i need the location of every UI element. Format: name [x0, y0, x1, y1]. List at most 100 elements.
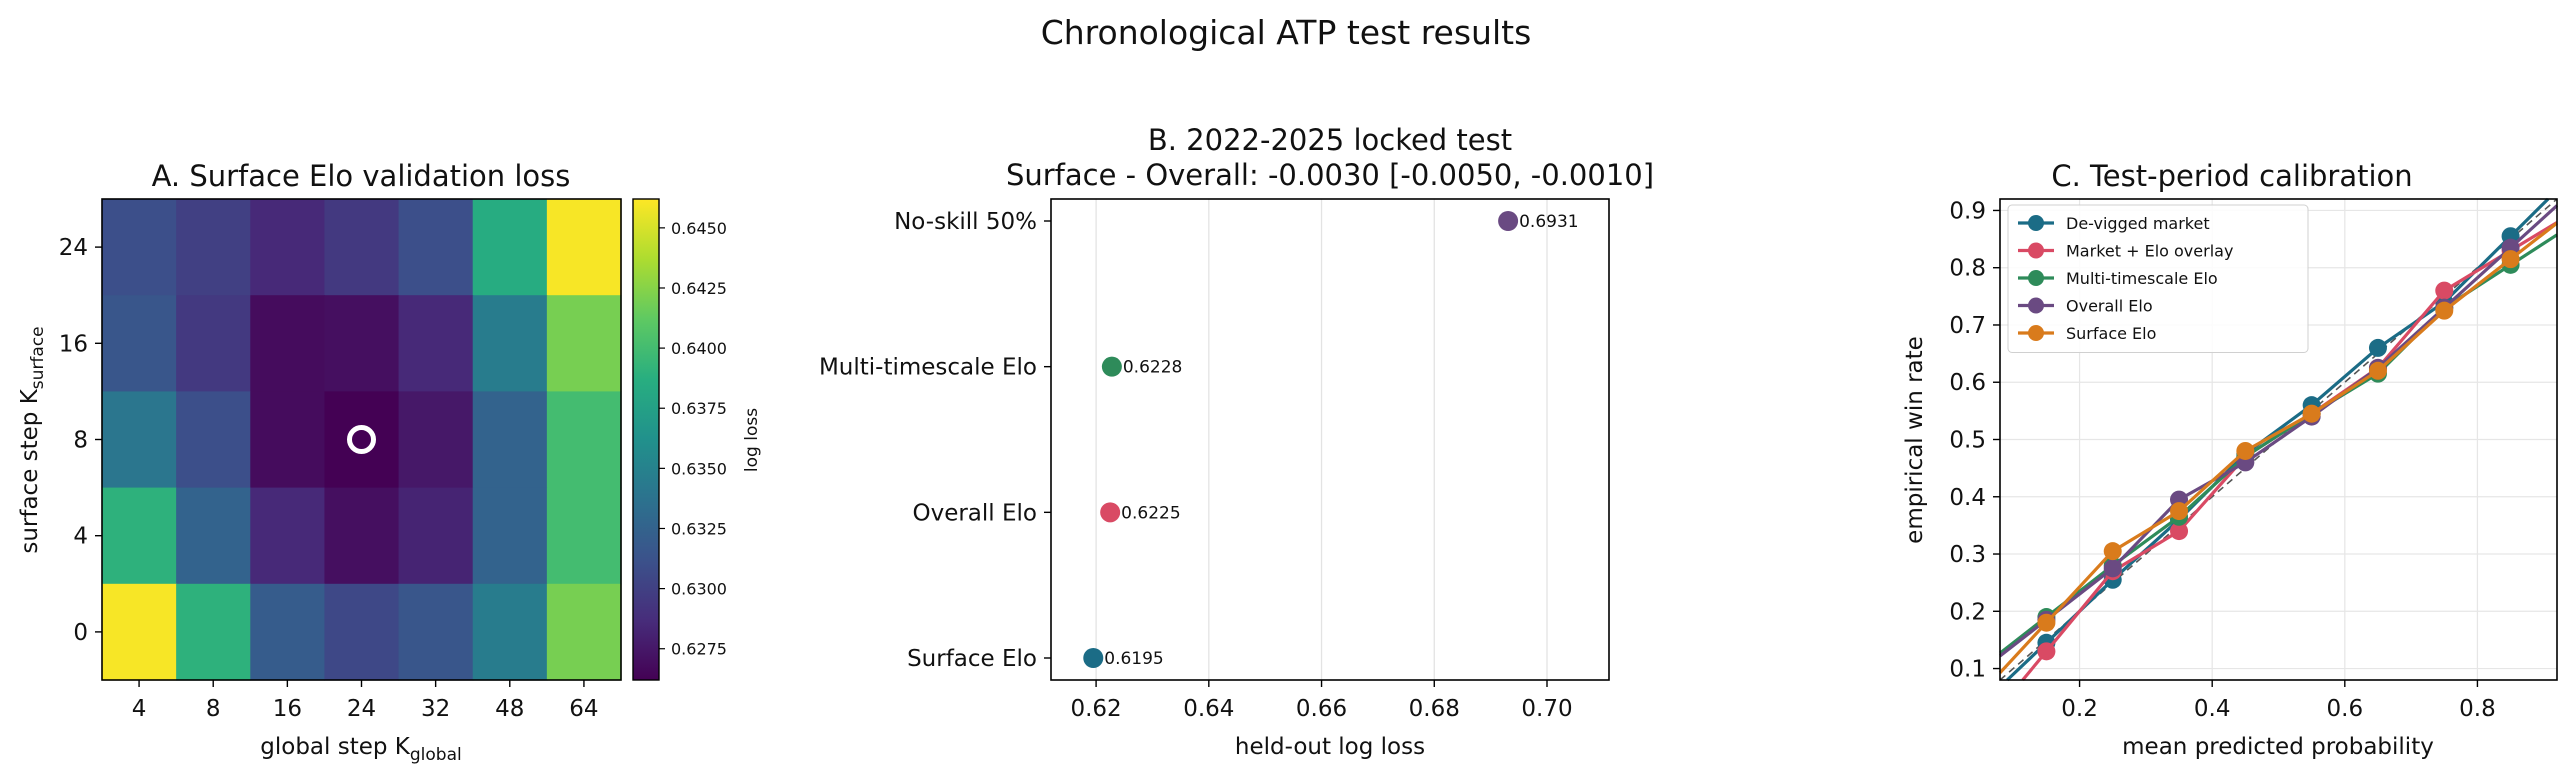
heatmap-cell: [398, 391, 474, 489]
series-point: [2170, 502, 2189, 521]
panel-b-gridlines: [1095, 199, 1548, 680]
heatmap-cell: [546, 583, 622, 681]
heatmap-x-tick-label: 8: [206, 696, 221, 722]
panel-a-title: A. Surface Elo validation loss: [152, 159, 571, 193]
panel-c-y-tick-label: 0.9: [1949, 198, 1986, 224]
legend-marker: [2028, 325, 2044, 341]
panel-b-value-label: 0.6225: [1121, 503, 1180, 523]
heatmap-cell: [176, 295, 251, 392]
colorbar-tick-label: 0.6325: [671, 519, 727, 538]
heatmap-cell: [398, 199, 474, 296]
panel-b-category-label: Overall Elo: [912, 500, 1037, 526]
panel-b-point: [1100, 502, 1121, 523]
colorbar-tick-label: 0.6275: [671, 640, 727, 659]
legend-marker: [2028, 297, 2044, 314]
series-point: [2501, 250, 2520, 269]
heatmap-cell: [398, 487, 474, 585]
heatmap-cell: [398, 295, 474, 392]
legend-box: [2007, 204, 2309, 353]
heatmap-y-tick-label: 16: [59, 331, 88, 357]
colorbar-ticks: 0.6275 0.6300 0.6325 0.6350 0.6375 0.6400 0.64…: [659, 219, 727, 659]
panel-b-value-label: 0.6228: [1123, 358, 1182, 378]
panel-c-y-tick-label: 0.6: [1949, 370, 1986, 396]
heatmap-x-tick-label: 64: [569, 696, 598, 722]
heatmap-cell: [546, 487, 622, 585]
heatmap-y-tick-label: 4: [73, 524, 88, 550]
panel-c-y-tick-label: 0.7: [1949, 313, 1986, 339]
panel-c-calibration: C. Test-period calibration 0.2 0.4 0.6 0.8 …: [1902, 159, 2559, 760]
heatmap-cell: [324, 295, 400, 392]
panel-c-y-ticks: 0.1 0.2 0.3 0.4 0.5 0.6 0.7 0.8 0.9: [1949, 198, 2000, 683]
heatmap-cell: [176, 487, 251, 585]
panel-b-x-tick-label: 0.64: [1183, 696, 1234, 722]
panel-b-category-label: Surface Elo: [907, 646, 1037, 672]
panel-c-x-tick-label: 0.2: [2061, 696, 2098, 722]
series-point: [2368, 338, 2387, 357]
panel-b-dotplot: B. 2022-2025 locked test Surface - Overa…: [819, 123, 1654, 760]
panel-c-y-axis-label: empirical win rate: [1902, 336, 1928, 544]
panel-c-y-tick-label: 0.4: [1949, 485, 1986, 511]
heatmap-x-tick-label: 48: [495, 696, 524, 722]
series-line: [1998, 221, 2558, 674]
heatmap-cell: [398, 583, 474, 681]
panel-b-value-label: 0.6195: [1104, 649, 1163, 669]
heatmap-y-axis-label: surface step Ksurface: [17, 326, 48, 553]
heatmap-x-tick-label: 24: [347, 696, 376, 722]
series-point: [2170, 522, 2189, 541]
heatmap-cell: [472, 199, 548, 296]
selected-cell-marker: [347, 425, 376, 454]
panel-c-x-ticks: 0.2 0.4 0.6 0.8: [2061, 680, 2496, 722]
heatmap-y-ticks: 24 16 8 4 0: [59, 235, 102, 646]
panel-c-y-tick-label: 0.2: [1949, 599, 1986, 625]
heatmap-cell: [176, 199, 251, 296]
series-point: [2236, 441, 2255, 460]
heatmap-cell: [176, 583, 251, 681]
legend-entry: De-vigged market: [2066, 214, 2210, 233]
panel-c-y-tick-label: 0.5: [1949, 428, 1986, 454]
panel-b-x-ticks: 0.62 0.64 0.66 0.68 0.70: [1070, 680, 1573, 722]
panel-a-heatmap: A. Surface Elo validation loss 4 8 16 24 32 4…: [17, 159, 762, 765]
heatmap-cell: [102, 199, 177, 296]
panel-b-subtitle: Surface - Overall: -0.0030 [-0.0050, -0.…: [1006, 158, 1654, 192]
colorbar: [632, 198, 660, 681]
panel-b-value-label: 0.6931: [1519, 212, 1578, 232]
heatmap-cell: [102, 295, 177, 392]
heatmap-cell: [324, 583, 400, 681]
heatmap-y-tick-label: 8: [73, 428, 88, 454]
panel-c-series: [1998, 197, 2559, 682]
heatmap-x-axis-label: global step Kglobal: [260, 734, 461, 765]
heatmap-y-tick-label: 24: [59, 235, 88, 261]
legend-marker: [2028, 270, 2044, 286]
colorbar-tick-label: 0.6450: [671, 219, 727, 238]
legend-entry: Surface Elo: [2066, 324, 2156, 343]
heatmap-cell: [250, 391, 326, 489]
series-point: [2302, 404, 2321, 423]
panel-c-y-tick-label: 0.8: [1949, 256, 1986, 282]
figure-title: Chronological ATP test results: [1041, 13, 1532, 52]
heatmap-cell: [546, 295, 622, 392]
panel-b-x-tick-label: 0.68: [1409, 696, 1460, 722]
panel-c-y-tick-label: 0.3: [1949, 542, 1986, 568]
colorbar-tick-label: 0.6350: [671, 459, 727, 478]
heatmap-cell: [102, 391, 177, 489]
panel-c-legend: De-vigged market Market + Elo overlay Mult…: [2007, 204, 2309, 353]
colorbar-tick-label: 0.6400: [671, 339, 727, 358]
panel-b-x-tick-label: 0.62: [1070, 696, 1121, 722]
heatmap-y-tick-label: 0: [73, 620, 88, 646]
heatmap-cell: [472, 583, 548, 681]
panel-b-point: [1101, 356, 1122, 377]
colorbar-tick-label: 0.6425: [671, 279, 727, 298]
series-point: [2368, 361, 2387, 380]
heatmap-x-ticks: 4 8 16 24 32 48 64: [132, 680, 599, 722]
panel-b-title: B. 2022-2025 locked test: [1148, 123, 1512, 157]
panel-b-points: 0.6931 0.6228 0.6225 0.6195: [1083, 211, 1579, 669]
legend-marker: [2028, 215, 2044, 231]
legend-marker: [2028, 242, 2044, 259]
heatmap-cell: [324, 487, 400, 585]
panel-c-x-tick-label: 0.6: [2327, 696, 2364, 722]
legend-entry: Market + Elo overlay: [2066, 242, 2233, 261]
heatmap-cell: [250, 583, 326, 681]
heatmap-x-tick-label: 4: [132, 696, 147, 722]
panel-b-x-axis-label: held-out log loss: [1235, 734, 1425, 760]
